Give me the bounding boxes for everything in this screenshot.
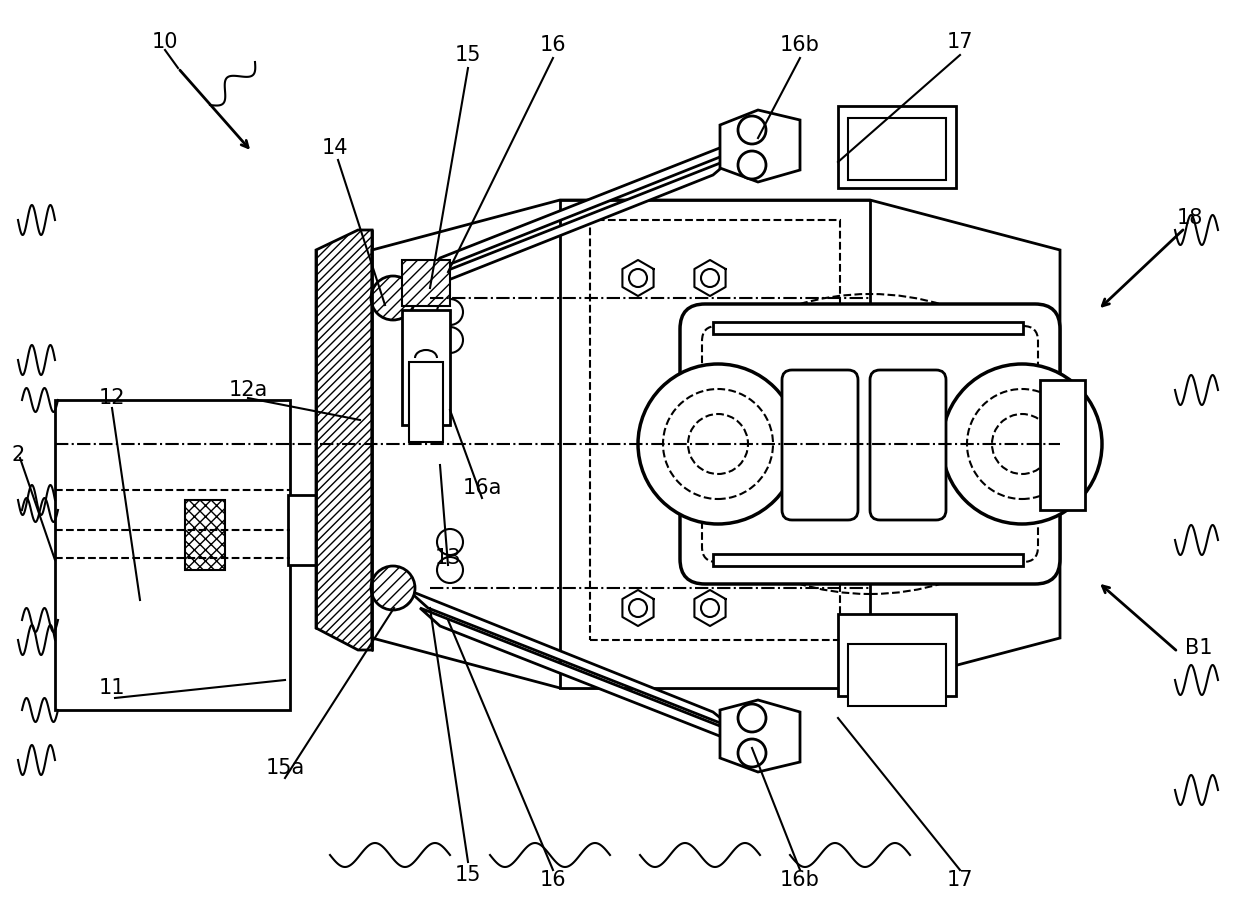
Text: B1: B1 bbox=[1185, 638, 1213, 658]
Circle shape bbox=[992, 414, 1052, 474]
FancyBboxPatch shape bbox=[870, 370, 946, 520]
Polygon shape bbox=[316, 230, 372, 650]
Text: 15: 15 bbox=[455, 865, 481, 885]
Text: 17: 17 bbox=[947, 870, 973, 890]
Polygon shape bbox=[720, 700, 800, 772]
Circle shape bbox=[688, 414, 748, 474]
Text: 12: 12 bbox=[99, 388, 125, 408]
Polygon shape bbox=[408, 590, 733, 728]
Circle shape bbox=[738, 151, 766, 179]
Circle shape bbox=[738, 704, 766, 732]
Text: 15: 15 bbox=[455, 45, 481, 65]
Bar bbox=[288, 495, 317, 565]
Circle shape bbox=[701, 599, 719, 617]
Circle shape bbox=[436, 327, 463, 353]
Bar bbox=[838, 614, 956, 696]
Text: 17: 17 bbox=[947, 32, 973, 52]
Text: 13: 13 bbox=[435, 548, 461, 568]
Text: 16: 16 bbox=[539, 870, 567, 890]
Polygon shape bbox=[560, 200, 870, 688]
Bar bbox=[713, 322, 1023, 334]
Text: 18: 18 bbox=[1177, 208, 1203, 228]
Bar bbox=[713, 554, 1023, 566]
Polygon shape bbox=[372, 200, 1060, 688]
Circle shape bbox=[701, 269, 719, 287]
Bar bbox=[402, 310, 450, 425]
FancyBboxPatch shape bbox=[782, 370, 858, 520]
Circle shape bbox=[629, 599, 647, 617]
Circle shape bbox=[663, 389, 773, 499]
Bar bbox=[838, 106, 956, 188]
Bar bbox=[409, 362, 443, 442]
Text: 16b: 16b bbox=[780, 870, 820, 890]
Text: 11: 11 bbox=[99, 678, 125, 698]
Polygon shape bbox=[408, 158, 733, 296]
Bar bbox=[590, 220, 839, 640]
Text: 12a: 12a bbox=[228, 380, 268, 400]
Polygon shape bbox=[185, 500, 224, 570]
Text: 16: 16 bbox=[539, 35, 567, 55]
Polygon shape bbox=[420, 138, 745, 276]
Text: 10: 10 bbox=[151, 32, 179, 52]
Circle shape bbox=[436, 529, 463, 555]
Polygon shape bbox=[720, 110, 800, 182]
Circle shape bbox=[371, 276, 415, 320]
FancyBboxPatch shape bbox=[680, 304, 1060, 584]
Bar bbox=[1040, 380, 1085, 510]
Circle shape bbox=[738, 116, 766, 144]
Bar bbox=[848, 118, 946, 180]
Text: 16a: 16a bbox=[463, 478, 502, 498]
Bar bbox=[848, 644, 946, 706]
Text: 2: 2 bbox=[11, 445, 25, 465]
Text: 16b: 16b bbox=[780, 35, 820, 55]
Circle shape bbox=[967, 389, 1078, 499]
Circle shape bbox=[639, 364, 799, 524]
Circle shape bbox=[436, 557, 463, 583]
Text: 15a: 15a bbox=[265, 758, 305, 778]
Bar bbox=[55, 400, 290, 710]
Polygon shape bbox=[402, 260, 450, 306]
Circle shape bbox=[738, 739, 766, 767]
Polygon shape bbox=[420, 608, 745, 746]
Circle shape bbox=[436, 299, 463, 325]
Circle shape bbox=[942, 364, 1102, 524]
Text: 14: 14 bbox=[321, 138, 348, 158]
Circle shape bbox=[371, 566, 415, 610]
Circle shape bbox=[629, 269, 647, 287]
